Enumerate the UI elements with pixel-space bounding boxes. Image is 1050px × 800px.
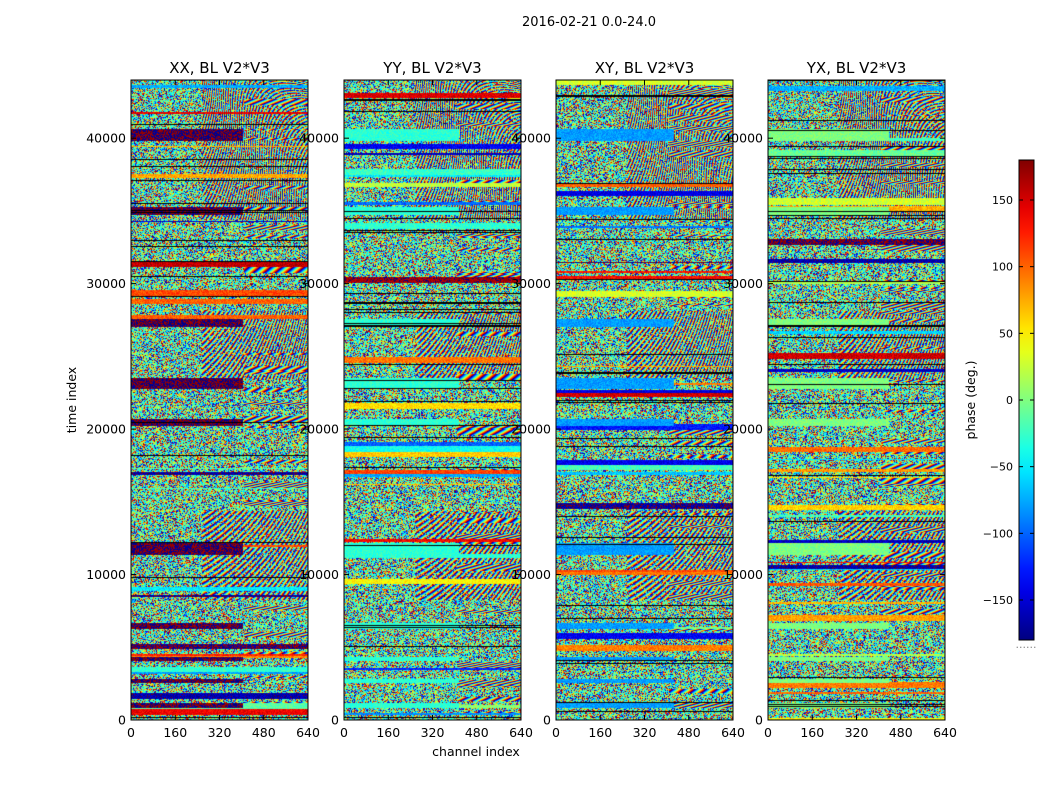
y-axis-label: time index xyxy=(64,367,79,433)
y-tick-label: 30000 xyxy=(511,276,551,291)
x-tick-label: 640 xyxy=(509,725,533,740)
x-axis-label: channel index xyxy=(432,744,520,759)
x-tick-label: 160 xyxy=(376,725,400,740)
x-tick-label: 320 xyxy=(845,725,869,740)
colorbar-tick-label: −150 xyxy=(983,594,1013,607)
x-tick-label: 0 xyxy=(764,725,772,740)
x-tick-label: 320 xyxy=(633,725,657,740)
colorbar-tick-label: 50 xyxy=(999,327,1013,340)
y-tick-label: 20000 xyxy=(511,422,551,437)
x-tick-label: 640 xyxy=(721,725,745,740)
figure-title: 2016-02-21 0.0-24.0 xyxy=(522,15,656,30)
x-tick-label: 480 xyxy=(889,725,913,740)
x-tick-label: 0 xyxy=(127,725,135,740)
panel-xy: XY, BL V2*V3 0 160 320 480 640 0 10000 20000 3000… xyxy=(511,59,745,740)
x-tick-label: 160 xyxy=(800,725,824,740)
heatmap-xy xyxy=(556,80,733,720)
y-tick-label: 30000 xyxy=(299,276,339,291)
panel-title: XX, BL V2*V3 xyxy=(169,59,270,77)
y-tick-label: 0 xyxy=(118,713,126,728)
x-tick-label: 160 xyxy=(588,725,612,740)
colorbar-tick-label: 0 xyxy=(1006,394,1013,407)
y-tick-label: 40000 xyxy=(86,131,126,146)
heatmap-yx xyxy=(768,80,945,720)
panel-yx: YX, BL V2*V3 0 160 320 480 640 0 10000 20000 3000… xyxy=(723,59,957,740)
panel-title: YX, BL V2*V3 xyxy=(806,59,907,77)
y-tick-label: 20000 xyxy=(723,422,763,437)
y-tick-label: 40000 xyxy=(299,131,339,146)
colorbar-tick-label: 150 xyxy=(992,194,1013,207)
y-tick-label: 10000 xyxy=(86,567,126,582)
colorbar: −150 −100 −50 0 50 100 150 xyxy=(983,159,1035,641)
y-tick-label: 30000 xyxy=(86,276,126,291)
y-tick-label: 40000 xyxy=(511,131,551,146)
panel-yy: YY, BL V2*V3 0 160 320 480 640 0 10000 20000 3000… xyxy=(299,59,533,740)
y-tick-label: 40000 xyxy=(723,131,763,146)
x-tick-label: 480 xyxy=(677,725,701,740)
y-tick-label: 20000 xyxy=(299,422,339,437)
heatmap-xx xyxy=(131,80,308,720)
x-tick-label: 0 xyxy=(340,725,348,740)
x-tick-label: 480 xyxy=(252,725,276,740)
panels: XX, BL V2*V3 0 160 320 480 640 0 10000 20000 3000… xyxy=(86,59,957,740)
panel-title: YY, BL V2*V3 xyxy=(382,59,481,77)
heatmap-yy xyxy=(344,80,521,720)
y-tick-label: 0 xyxy=(755,713,763,728)
x-tick-label: 0 xyxy=(552,725,560,740)
x-tick-label: 160 xyxy=(163,725,187,740)
y-tick-label: 30000 xyxy=(723,276,763,291)
colorbar-tick-label: 100 xyxy=(992,261,1013,274)
x-tick-label: 480 xyxy=(465,725,489,740)
y-tick-label: 20000 xyxy=(86,422,126,437)
colorbar-tick-label: −50 xyxy=(990,461,1013,474)
x-tick-label: 320 xyxy=(208,725,232,740)
colorbar-tick-label: −100 xyxy=(983,527,1013,540)
colorbar-footer: ...... xyxy=(1016,638,1037,651)
x-tick-label: 640 xyxy=(296,725,320,740)
y-tick-label: 10000 xyxy=(299,567,339,582)
x-tick-label: 640 xyxy=(933,725,957,740)
y-tick-label: 0 xyxy=(543,713,551,728)
y-tick-label: 10000 xyxy=(723,567,763,582)
colorbar-label: phase (deg.) xyxy=(963,361,978,440)
y-tick-label: 10000 xyxy=(511,567,551,582)
x-tick-label: 320 xyxy=(421,725,445,740)
panel-xx: XX, BL V2*V3 0 160 320 480 640 0 10000 20000 3000… xyxy=(86,59,320,740)
y-tick-label: 0 xyxy=(331,713,339,728)
panel-title: XY, BL V2*V3 xyxy=(595,59,695,77)
